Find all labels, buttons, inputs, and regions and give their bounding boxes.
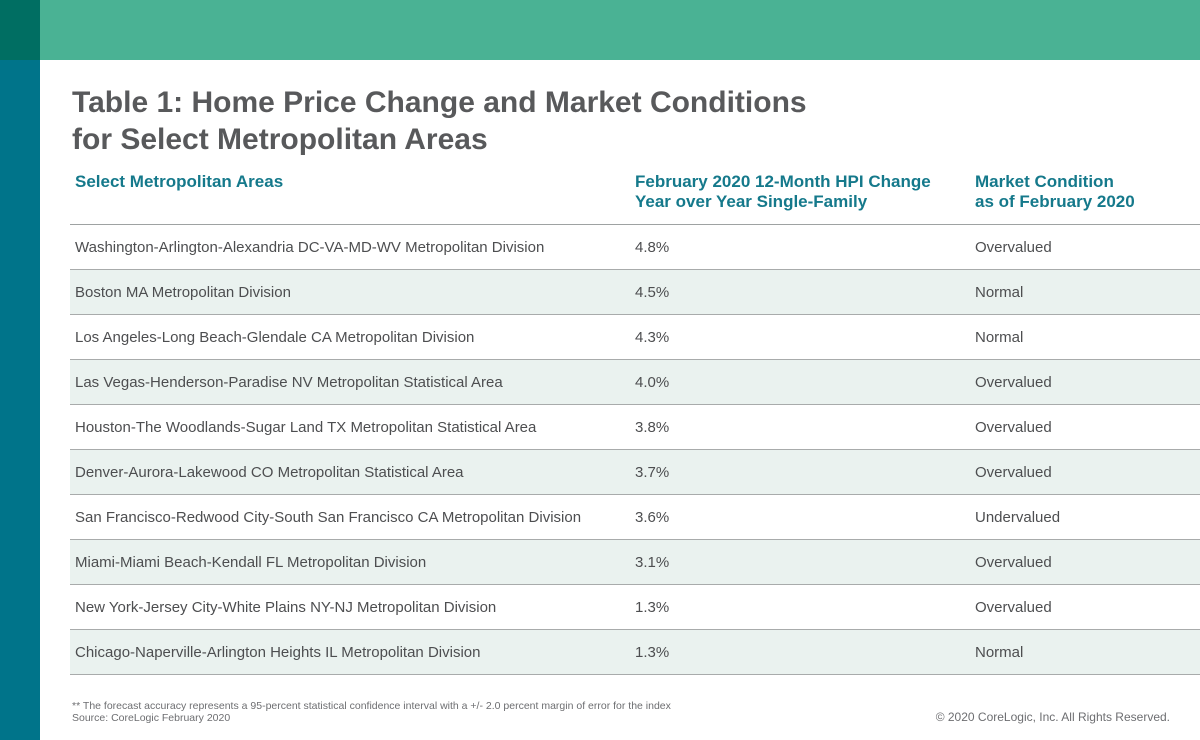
condition-cell: Overvalued	[975, 463, 1052, 481]
page-content: Table 1: Home Price Change and Market Co…	[40, 60, 1200, 740]
condition-cell: Normal	[975, 283, 1024, 301]
table-row: Washington-Arlington-Alexandria DC-VA-MD…	[70, 225, 1200, 270]
column-header-hpi-change: February 2020 12-Month HPI Change Year o…	[635, 172, 975, 212]
condition-cell: Undervalued	[975, 508, 1061, 526]
side-accent-bar	[0, 60, 40, 740]
column-header-condition-line2: as of February 2020	[975, 192, 1135, 211]
hpi-change-cell: 4.5%	[635, 283, 670, 301]
condition-cell: Overvalued	[975, 598, 1052, 616]
metro-area-cell: Denver-Aurora-Lakewood CO Metropolitan S…	[75, 463, 464, 481]
table-body: Washington-Arlington-Alexandria DC-VA-MD…	[70, 225, 1200, 675]
source-text: Source: CoreLogic February 2020	[72, 712, 231, 724]
metro-area-cell: Boston MA Metropolitan Division	[75, 283, 291, 301]
metro-area-cell: Los Angeles-Long Beach-Glendale CA Metro…	[75, 328, 475, 346]
column-header-areas-label: Select Metropolitan Areas	[75, 172, 284, 191]
condition-cell: Overvalued	[975, 373, 1052, 391]
hpi-change-cell: 4.0%	[635, 373, 670, 391]
table-row: New York-Jersey City-White Plains NY-NJ …	[70, 585, 1200, 630]
column-header-hpi-line1: February 2020 12-Month HPI Change	[635, 172, 931, 191]
condition-cell: Overvalued	[975, 553, 1052, 571]
condition-cell: Normal	[975, 643, 1024, 661]
table-row: Houston-The Woodlands-Sugar Land TX Metr…	[70, 405, 1200, 450]
condition-cell: Overvalued	[975, 238, 1052, 256]
table-header-row: Select Metropolitan Areas February 2020 …	[70, 172, 1200, 225]
table-row: Chicago-Naperville-Arlington Heights IL …	[70, 630, 1200, 675]
column-header-hpi-line2: Year over Year Single-Family	[635, 192, 868, 211]
metro-area-cell: San Francisco-Redwood City-South San Fra…	[75, 508, 582, 526]
table-row: Denver-Aurora-Lakewood CO Metropolitan S…	[70, 450, 1200, 495]
metro-area-cell: Houston-The Woodlands-Sugar Land TX Metr…	[75, 418, 537, 436]
corner-accent-square	[0, 0, 40, 60]
column-header-condition-line1: Market Condition	[975, 172, 1114, 191]
footnote-text: ** The forecast accuracy represents a 95…	[72, 700, 671, 712]
table-row: Miami-Miami Beach-Kendall FL Metropolita…	[70, 540, 1200, 585]
table-row: Boston MA Metropolitan Division 4.5% Nor…	[70, 270, 1200, 315]
hpi-change-cell: 1.3%	[635, 598, 670, 616]
metro-area-cell: Las Vegas-Henderson-Paradise NV Metropol…	[75, 373, 503, 391]
hpi-change-cell: 3.6%	[635, 508, 670, 526]
metro-area-cell: Chicago-Naperville-Arlington Heights IL …	[75, 643, 481, 661]
brand-header-band	[40, 0, 1200, 60]
metro-table: Select Metropolitan Areas February 2020 …	[70, 172, 1200, 675]
condition-cell: Overvalued	[975, 418, 1052, 436]
column-header-areas: Select Metropolitan Areas	[70, 172, 635, 212]
condition-cell: Normal	[975, 328, 1024, 346]
metro-area-cell: New York-Jersey City-White Plains NY-NJ …	[75, 598, 497, 616]
footnote-block: ** The forecast accuracy represents a 95…	[72, 700, 1200, 724]
table-row: Las Vegas-Henderson-Paradise NV Metropol…	[70, 360, 1200, 405]
column-header-condition: Market Condition as of February 2020	[975, 172, 1200, 212]
table-row: Los Angeles-Long Beach-Glendale CA Metro…	[70, 315, 1200, 360]
page-title: Table 1: Home Price Change and Market Co…	[72, 84, 1200, 158]
hpi-change-cell: 4.3%	[635, 328, 670, 346]
hpi-change-cell: 3.1%	[635, 553, 670, 571]
page-title-line2: for Select Metropolitan Areas	[72, 123, 488, 156]
hpi-change-cell: 3.8%	[635, 418, 670, 436]
copyright-text: © 2020 CoreLogic, Inc. All Rights Reserv…	[935, 710, 1170, 724]
hpi-change-cell: 3.7%	[635, 463, 670, 481]
hpi-change-cell: 4.8%	[635, 238, 670, 256]
metro-area-cell: Miami-Miami Beach-Kendall FL Metropolita…	[75, 553, 427, 571]
hpi-change-cell: 1.3%	[635, 643, 670, 661]
page-title-line1: Table 1: Home Price Change and Market Co…	[72, 86, 807, 119]
table-row: San Francisco-Redwood City-South San Fra…	[70, 495, 1200, 540]
metro-area-cell: Washington-Arlington-Alexandria DC-VA-MD…	[75, 238, 545, 256]
